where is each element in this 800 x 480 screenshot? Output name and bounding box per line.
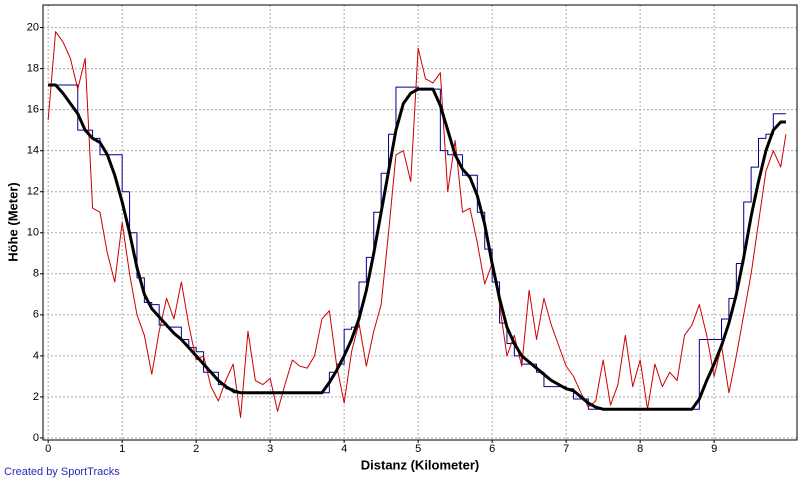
y-tick-label: 18: [27, 63, 39, 75]
x-tick-label: 0: [45, 443, 51, 455]
y-tick-label: 2: [33, 391, 39, 403]
y-tick-label: 12: [27, 186, 39, 198]
x-tick-label: 2: [193, 443, 199, 455]
y-tick-label: 10: [27, 227, 39, 239]
x-tick-label: 7: [563, 443, 569, 455]
x-tick-label: 9: [711, 443, 717, 455]
elevation-line: [48, 84, 786, 410]
y-tick-label: 20: [27, 21, 39, 33]
x-tick-label: 8: [637, 443, 643, 455]
y-tick-label: 8: [33, 268, 39, 280]
x-tick-label: 3: [267, 443, 273, 455]
y-tick-label: 16: [27, 104, 39, 116]
y-tick-label: 6: [33, 309, 39, 321]
x-tick-label: 1: [119, 443, 125, 455]
y-tick-label: 14: [27, 145, 39, 157]
x-tick-label: 5: [415, 443, 421, 455]
credit[interactable]: Created by SportTracks: [4, 466, 120, 478]
x-axis-title: Distanz (Kilometer): [361, 457, 479, 472]
y-tick-label: 4: [33, 350, 39, 362]
elevation-line: [48, 83, 786, 411]
x-tick-label: 4: [341, 443, 347, 455]
plot-border: [42, 4, 798, 441]
elevation-line: [47, 31, 787, 418]
y-axis-title: Höhe (Meter): [5, 182, 20, 261]
y-tick-label: 0: [33, 432, 39, 444]
x-tick-label: 6: [489, 443, 495, 455]
